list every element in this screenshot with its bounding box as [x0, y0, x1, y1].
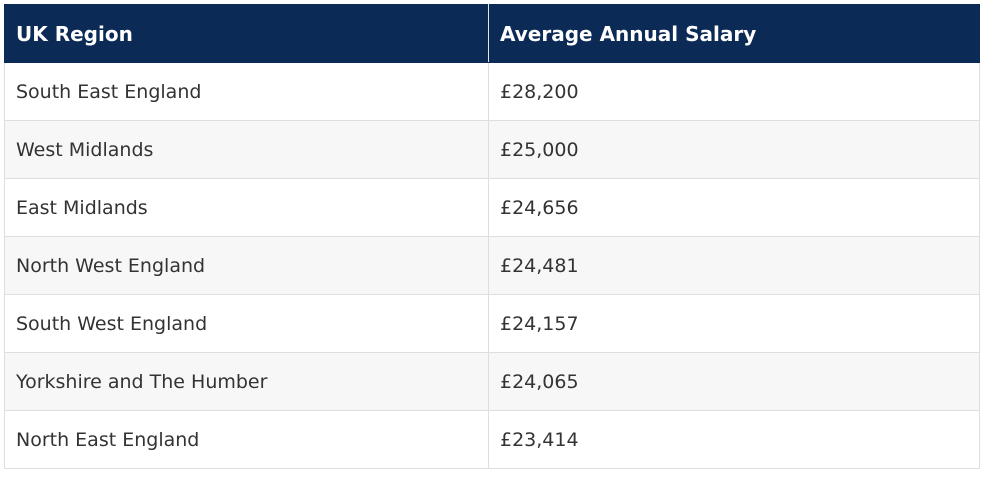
- table-header: UK Region Average Annual Salary: [4, 4, 980, 63]
- region-cell: South West England: [4, 294, 489, 353]
- salary-cell: £28,200: [488, 62, 980, 121]
- salary-cell: £24,065: [488, 352, 980, 411]
- table-row: East Midlands £24,656: [4, 178, 980, 237]
- column-header-region: UK Region: [4, 4, 489, 63]
- region-cell: Yorkshire and The Humber: [4, 352, 489, 411]
- region-cell: East Midlands: [4, 178, 489, 237]
- region-cell: West Midlands: [4, 120, 489, 179]
- column-header-salary: Average Annual Salary: [488, 4, 980, 63]
- table-row: West Midlands £25,000: [4, 120, 980, 179]
- salary-cell: £24,656: [488, 178, 980, 237]
- salary-table: UK Region Average Annual Salary South Ea…: [4, 4, 980, 469]
- salary-cell: £24,481: [488, 236, 980, 295]
- table-row: South East England £28,200: [4, 62, 980, 121]
- region-cell: South East England: [4, 62, 489, 121]
- region-cell: North West England: [4, 236, 489, 295]
- salary-cell: £23,414: [488, 410, 980, 469]
- salary-table-container: UK Region Average Annual Salary South Ea…: [4, 4, 980, 469]
- table-body: South East England £28,200 West Midlands…: [4, 62, 980, 469]
- table-row: North West England £24,481: [4, 236, 980, 295]
- table-row: North East England £23,414: [4, 410, 980, 469]
- header-row: UK Region Average Annual Salary: [4, 4, 980, 63]
- table-row: South West England £24,157: [4, 294, 980, 353]
- salary-cell: £25,000: [488, 120, 980, 179]
- region-cell: North East England: [4, 410, 489, 469]
- salary-cell: £24,157: [488, 294, 980, 353]
- table-row: Yorkshire and The Humber £24,065: [4, 352, 980, 411]
